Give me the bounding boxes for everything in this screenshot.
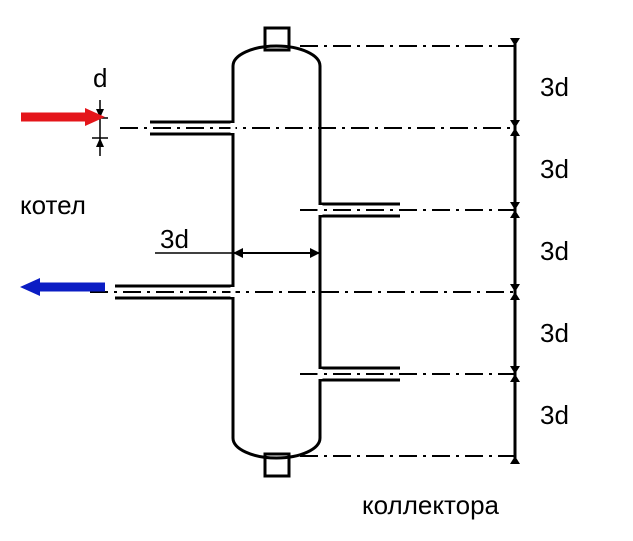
label-3d-4: 3d (540, 318, 569, 349)
label-3d-1: 3d (540, 72, 569, 103)
label-3d-3: 3d (540, 236, 569, 267)
label-kollektora: коллектора (362, 490, 499, 521)
label-d: d (93, 63, 107, 94)
label-3d-2: 3d (540, 154, 569, 185)
label-width-3d: 3d (160, 224, 189, 255)
label-3d-5: 3d (540, 400, 569, 431)
label-kotel: котел (20, 190, 86, 221)
